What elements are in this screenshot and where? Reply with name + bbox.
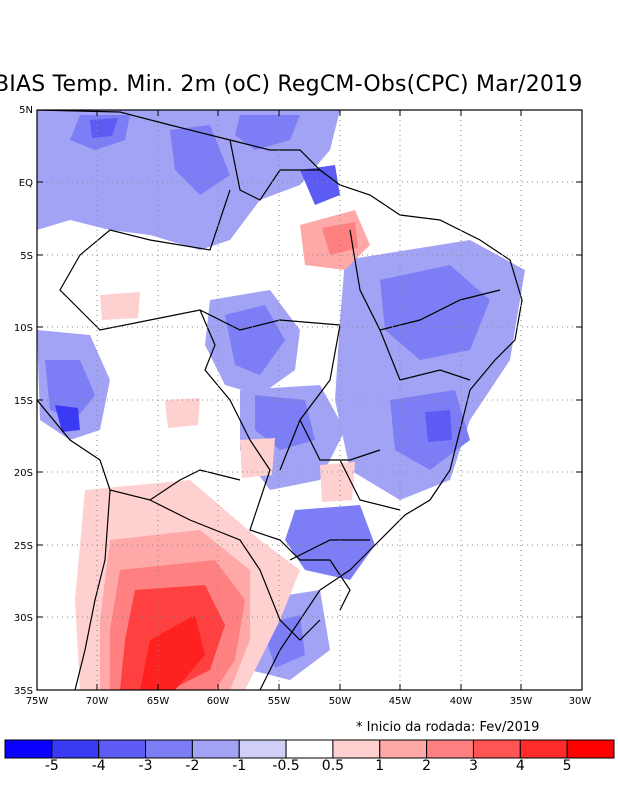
colorbar-label: -1 xyxy=(232,758,247,774)
bias-cold-southeast xyxy=(285,505,375,580)
lat-label-20s: 20S xyxy=(14,468,33,479)
brazil-border-west xyxy=(59,139,351,611)
colorbar-swatch xyxy=(519,739,568,759)
lat-labels: 5N EQ 5S 10S 15S 20S 25S 30S 35S xyxy=(14,105,33,697)
run-start-note: * Inicio da rodada: Fev/2019 xyxy=(356,720,540,735)
lon-label-35w: 35W xyxy=(510,696,533,707)
colorbar-label: 4 xyxy=(515,758,525,774)
lon-label-65w: 65W xyxy=(147,696,170,707)
bias-cold-central-strong xyxy=(255,395,315,450)
colorbar-label: 5 xyxy=(562,758,572,774)
lat-label-30s: 30S xyxy=(14,613,33,624)
lat-label-25s: 25S xyxy=(14,541,33,552)
lon-labels: 75W 70W 65W 60W 55W 50W 45W 40W 35W 30W xyxy=(26,696,592,707)
lat-label-5n: 5N xyxy=(19,105,33,116)
colorbar-label: -2 xyxy=(185,758,200,774)
lon-label-55w: 55W xyxy=(268,696,291,707)
colorbar-label: 3 xyxy=(468,758,478,774)
bias-warm-para-strong xyxy=(322,222,358,255)
bias-cold-west-strong xyxy=(45,360,95,420)
bias-cold-north-strong xyxy=(70,115,300,195)
colorbar-swatch xyxy=(472,739,521,759)
colorbar-label: 1 xyxy=(375,758,385,774)
colorbar xyxy=(4,739,615,759)
lon-label-30w: 30W xyxy=(569,696,592,707)
grid xyxy=(37,110,582,690)
ticks xyxy=(36,109,583,691)
lon-label-60w: 60W xyxy=(207,696,230,707)
colorbar-label: 0.5 xyxy=(321,758,345,774)
lon-label-40w: 40W xyxy=(450,696,473,707)
colorbar-label: -0.5 xyxy=(272,758,300,774)
colorbar-label: -4 xyxy=(91,758,106,774)
bias-cold-east-core xyxy=(425,410,452,442)
bias-cold-west-core xyxy=(55,405,80,432)
lon-label-70w: 70W xyxy=(86,696,109,707)
colorbar-swatch xyxy=(51,739,100,759)
colorbar-swatch xyxy=(145,739,193,759)
lat-label-35s: 35S xyxy=(14,686,33,697)
lon-label-50w: 50W xyxy=(329,696,352,707)
colorbar-swatch xyxy=(379,739,428,759)
andes-borders xyxy=(37,399,321,690)
figure-title: BIAS Temp. Min. 2m (oC) RegCM-Obs(CPC) M… xyxy=(0,72,583,97)
colorbar-label: 2 xyxy=(422,758,432,774)
lat-label-10s: 10S xyxy=(14,323,33,334)
bias-cold-north-core xyxy=(90,118,340,205)
lat-label-5s: 5S xyxy=(20,251,33,262)
colorbar-label: -3 xyxy=(138,758,153,774)
colorbar-swatch xyxy=(98,739,147,759)
colorbar-swatch xyxy=(238,739,287,759)
colorbar-swatch xyxy=(4,739,53,759)
colorbar-label: -5 xyxy=(44,758,59,774)
bias-warm-south-peak xyxy=(140,615,205,690)
lon-label-75w: 75W xyxy=(26,696,49,707)
colorbar-swatch xyxy=(332,739,381,759)
colorbar-swatch xyxy=(191,739,240,759)
lat-label-15s: 15S xyxy=(14,396,33,407)
colorbar-swatch xyxy=(426,739,474,759)
colorbar-swatch xyxy=(566,739,615,759)
lat-label-eq: EQ xyxy=(19,178,33,189)
coastline xyxy=(37,110,523,690)
bias-warm-small xyxy=(100,292,355,502)
lon-label-45w: 45W xyxy=(389,696,412,707)
borders xyxy=(37,110,523,690)
colorbar-swatch xyxy=(285,739,334,759)
